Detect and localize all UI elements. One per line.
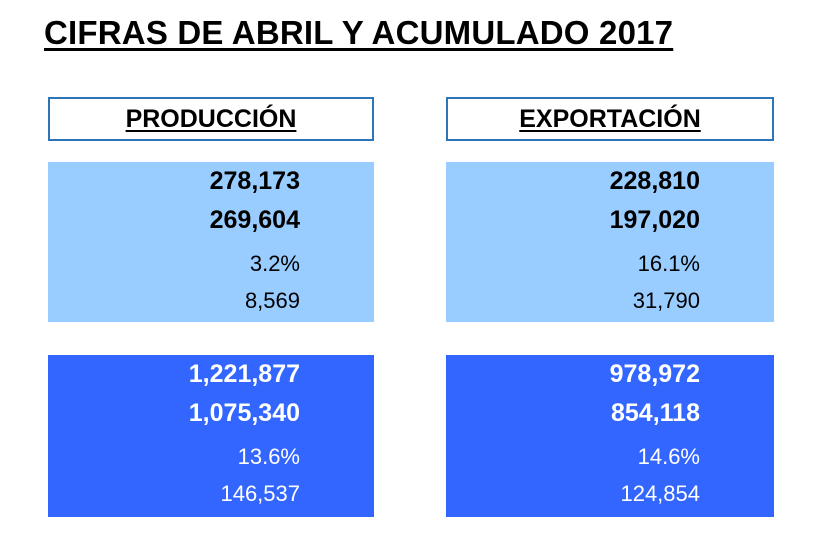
produccion-abril-anterior: 269,604 bbox=[209, 206, 300, 234]
produccion-acumulado-diferencia: 146,537 bbox=[220, 481, 300, 506]
exportacion-acumulado-variacion: 14.6% bbox=[637, 444, 700, 469]
exportacion-header: EXPORTACIÓN bbox=[446, 97, 774, 141]
produccion-abril-variacion: 3.2% bbox=[249, 251, 300, 276]
exportacion-acumulado-block: 978,972 854,118 14.6% 124,854 bbox=[446, 355, 774, 517]
produccion-abril-block: 278,173 269,604 3.2% 8,569 bbox=[48, 162, 374, 322]
produccion-abril-actual: 278,173 bbox=[209, 167, 300, 195]
exportacion-abril-variacion: 16.1% bbox=[637, 251, 700, 276]
produccion-header-label: PRODUCCIÓN bbox=[125, 104, 297, 133]
produccion-acumulado-anterior: 1,075,340 bbox=[188, 399, 300, 427]
produccion-acumulado-variacion: 13.6% bbox=[237, 444, 300, 469]
produccion-abril-diferencia: 8,569 bbox=[244, 288, 300, 313]
exportacion-acumulado-actual: 978,972 bbox=[609, 360, 700, 388]
exportacion-abril-block: 228,810 197,020 16.1% 31,790 bbox=[446, 162, 774, 322]
exportacion-acumulado-diferencia: 124,854 bbox=[620, 481, 700, 506]
produccion-acumulado-block: 1,221,877 1,075,340 13.6% 146,537 bbox=[48, 355, 374, 517]
exportacion-acumulado-anterior: 854,118 bbox=[611, 399, 700, 427]
exportacion-abril-anterior: 197,020 bbox=[609, 206, 700, 234]
produccion-acumulado-actual: 1,221,877 bbox=[188, 360, 300, 388]
produccion-header: PRODUCCIÓN bbox=[48, 97, 374, 141]
page-title: CIFRAS DE ABRIL Y ACUMULADO 2017 bbox=[44, 14, 674, 51]
exportacion-abril-diferencia: 31,790 bbox=[632, 288, 700, 313]
exportacion-abril-actual: 228,810 bbox=[609, 167, 700, 195]
exportacion-header-label: EXPORTACIÓN bbox=[519, 104, 701, 133]
